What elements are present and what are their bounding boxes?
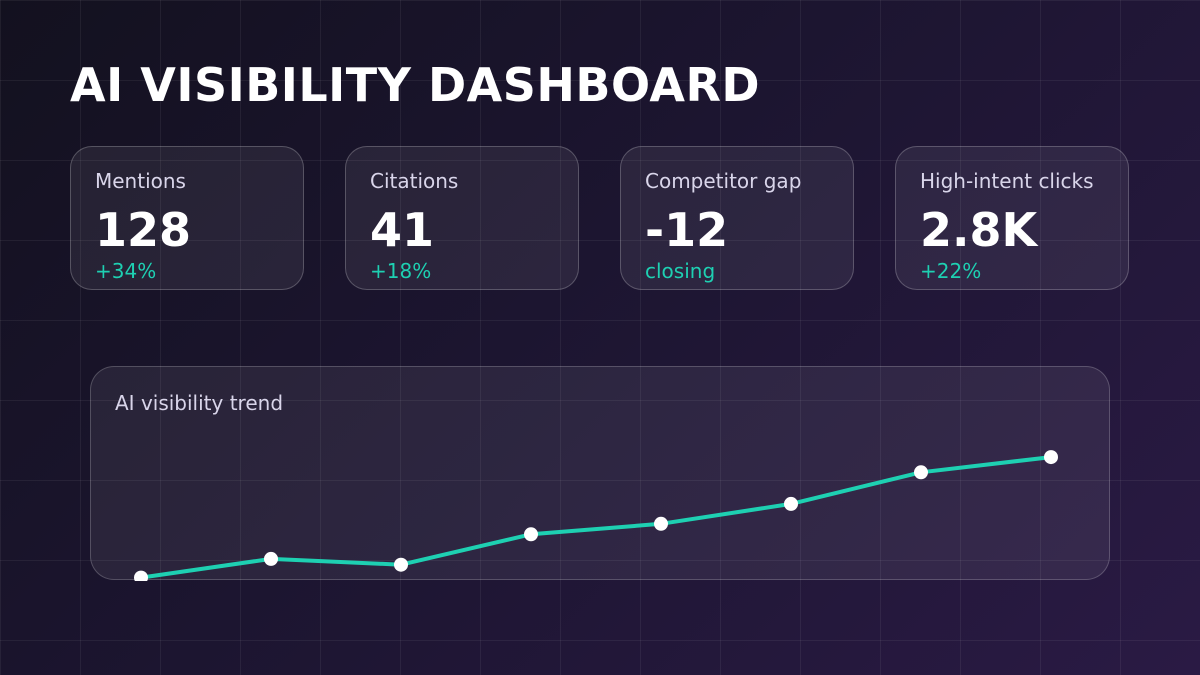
metric-value: -12 [645,203,729,257]
metric-label: Citations [370,169,459,193]
trend-panel: AI visibility trend [90,366,1110,581]
trend-point-7 [914,465,928,480]
trend-chart [134,450,1058,581]
trend-point-2 [264,551,278,566]
trend-point-1 [134,570,148,581]
trend-point-3 [394,557,408,572]
metric-label: Mentions [95,169,186,193]
page-title: AI VISIBILITY DASHBOARD [70,58,761,112]
metric-card-competitor-gap: Competitor gap -12 closing [620,146,854,290]
metric-card-citations: Citations 41 +18% [345,146,579,290]
metric-change: +34% [95,259,157,283]
trend-point-5 [654,516,668,531]
trend-point-8 [1044,450,1058,465]
metric-change: +22% [920,259,982,283]
trend-line [139,455,1053,580]
metric-change: closing [645,259,716,283]
trend-title: AI visibility trend [115,391,284,415]
metric-card-high-intent-clicks: High-intent clicks 2.8K +22% [895,146,1129,290]
trend-point-6 [784,496,798,511]
metric-label: Competitor gap [645,169,802,193]
metric-value: 128 [95,203,192,257]
metric-label: High-intent clicks [920,169,1094,193]
trend-point-4 [524,527,538,542]
metric-change: +18% [370,259,432,283]
metric-value: 41 [370,203,435,257]
metric-value: 2.8K [920,203,1038,257]
metric-card-mentions: Mentions 128 +34% [70,146,304,290]
